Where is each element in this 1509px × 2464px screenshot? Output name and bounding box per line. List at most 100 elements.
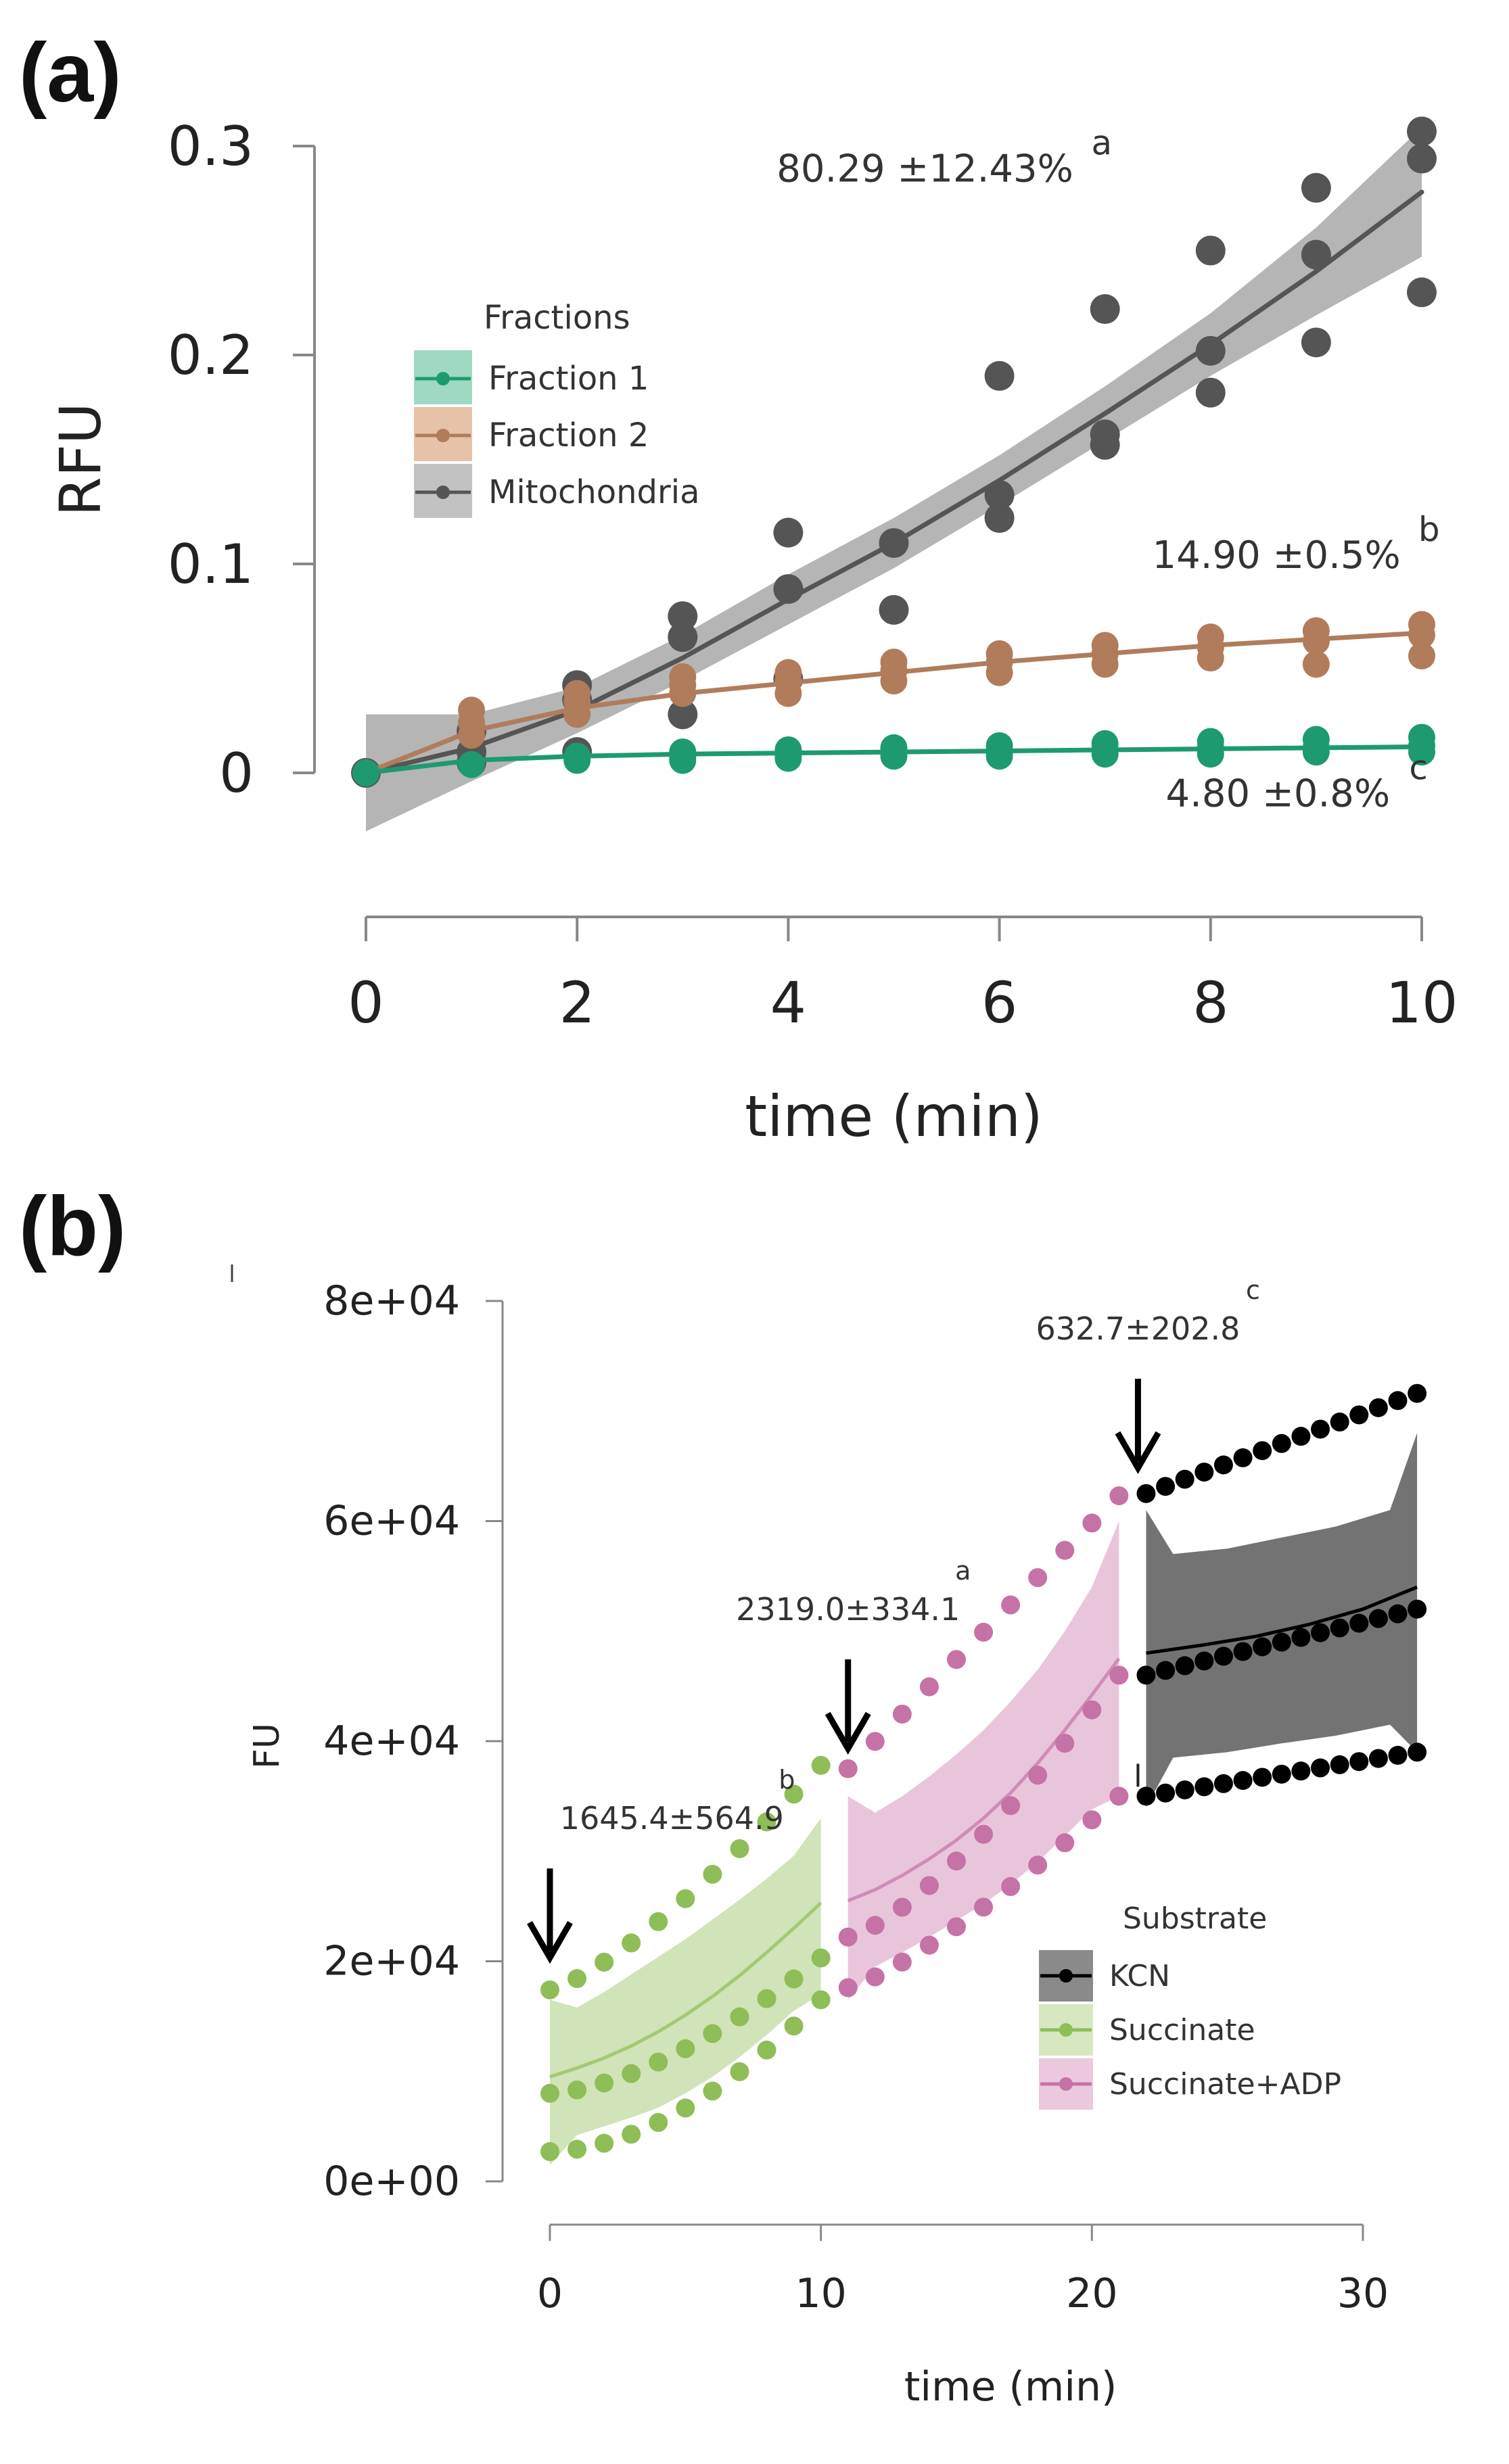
data-point — [838, 1978, 858, 1997]
fit-line — [1146, 1585, 1418, 1655]
data-point — [669, 663, 697, 690]
data-point — [784, 1969, 804, 1989]
x-tick-label: 20 — [1066, 2270, 1117, 2317]
arrow-head — [1115, 1431, 1161, 1474]
data-point — [984, 480, 1015, 511]
data-point — [784, 1784, 804, 1804]
annotation-value: 4.80 ±0.8% — [1165, 772, 1390, 815]
data-point — [676, 2098, 695, 2118]
data-point — [774, 736, 802, 764]
x-tick-label: 10 — [1386, 970, 1458, 1036]
data-point — [676, 1889, 695, 1908]
data-point — [1213, 1455, 1233, 1475]
data-point — [985, 732, 1013, 759]
data-point — [880, 734, 908, 761]
data-point — [1388, 1745, 1408, 1765]
x-tick-label: 10 — [795, 2270, 846, 2317]
data-point — [540, 2142, 559, 2162]
data-point — [1082, 1810, 1102, 1830]
data-point — [974, 1897, 994, 1917]
data-point — [1407, 143, 1437, 174]
data-point — [1253, 1441, 1272, 1461]
data-point — [1233, 1771, 1253, 1791]
data-point — [1301, 239, 1331, 270]
data-point — [984, 503, 1015, 534]
data-point — [1272, 1434, 1291, 1453]
legend-label: Mitochondria — [488, 473, 700, 511]
data-point — [1136, 1665, 1156, 1685]
panel-a-chart: 0 0.1 0.2 0.3 RFU 0 2 4 6 8 10 time (min) 80.29 ±12.… — [47, 115, 1458, 1150]
x-tick-label: 4 — [770, 970, 806, 1036]
data-point — [730, 1839, 749, 1858]
data-point — [984, 360, 1015, 391]
data-point — [730, 2007, 749, 2027]
data-point — [919, 1935, 939, 1955]
data-point — [1349, 1405, 1369, 1425]
fit-line — [847, 1657, 1121, 1903]
data-point — [784, 2016, 804, 2036]
y-tick-label: 0.3 — [168, 115, 254, 178]
data-point — [1090, 294, 1120, 325]
data-point — [703, 1864, 722, 1884]
data-point — [595, 2133, 614, 2153]
data-point — [1090, 419, 1120, 450]
data-point — [1311, 1758, 1330, 1778]
series-succinate-adp — [838, 1486, 1129, 2000]
legend-label: Succinate — [1109, 2013, 1255, 2047]
data-point — [1233, 1642, 1253, 1661]
data-point — [703, 2024, 722, 2043]
series-kcn — [1136, 1383, 1427, 1807]
data-point — [649, 2052, 668, 2072]
data-point — [774, 659, 802, 686]
data-point — [838, 1759, 858, 1778]
fit-line — [549, 1901, 822, 2079]
annotation-value: 14.90 ±0.5% — [1152, 534, 1400, 577]
data-point — [880, 648, 908, 676]
annotation-letter: b — [1418, 510, 1440, 549]
annotation-letter: c — [1409, 748, 1428, 787]
data-point — [1368, 1609, 1388, 1628]
data-point — [1311, 1419, 1330, 1439]
annotation-value: 2319.0±334.1 — [736, 1591, 960, 1628]
y-tick-label: 8e+04 — [323, 1277, 460, 1325]
y-tick-label: 0 — [219, 742, 254, 805]
data-point — [1082, 1700, 1102, 1720]
data-point — [1330, 1618, 1349, 1638]
data-point — [567, 2139, 587, 2159]
data-point — [1213, 1774, 1233, 1793]
ci-band — [1146, 1433, 1418, 1807]
data-point — [1028, 1855, 1048, 1875]
data-point — [668, 622, 698, 653]
data-point — [947, 1917, 966, 1937]
x-axis-label: time (min) — [745, 1083, 1042, 1150]
legend-marker — [436, 429, 450, 442]
x-tick-label: 2 — [559, 970, 595, 1036]
data-point — [1001, 1595, 1021, 1615]
data-point — [1302, 650, 1330, 678]
data-point — [1136, 1484, 1156, 1503]
data-point — [865, 1967, 885, 1987]
data-point — [1330, 1755, 1349, 1774]
panel-label-b: (b) — [19, 1180, 126, 1273]
legend-label: Fraction 2 — [488, 417, 649, 454]
data-point — [1253, 1637, 1272, 1657]
data-point — [622, 2064, 641, 2083]
data-point — [567, 1969, 587, 1989]
data-point — [1175, 1656, 1194, 1676]
fit-line — [363, 630, 1424, 776]
data-point — [1301, 327, 1331, 358]
legend-label: Succinate+ADP — [1109, 2067, 1341, 2102]
data-point — [892, 1704, 912, 1724]
data-point — [757, 1989, 776, 2008]
data-point — [1091, 730, 1119, 757]
data-point — [1291, 1761, 1311, 1781]
data-point — [1109, 1486, 1129, 1506]
legend-marker — [436, 485, 450, 499]
y-tick-label: 4e+04 — [323, 1717, 460, 1765]
data-point — [649, 2112, 668, 2132]
data-point — [811, 1948, 831, 1968]
data-point — [1408, 1743, 1427, 1762]
annotation-value: 632.7±202.8 — [1036, 1310, 1240, 1347]
